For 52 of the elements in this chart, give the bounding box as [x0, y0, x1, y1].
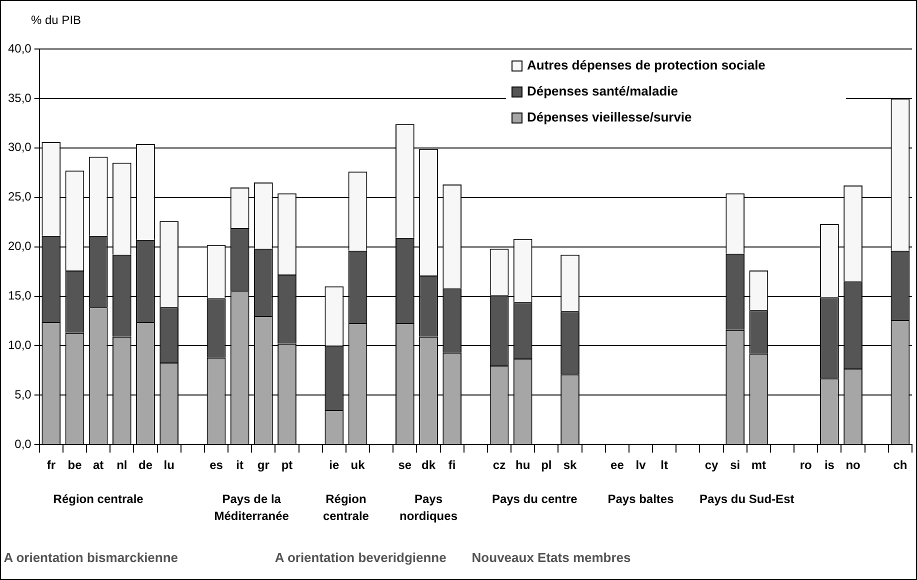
y-tick-label: 10,0 [8, 338, 32, 352]
text: Pays du Sud-Est [698, 491, 796, 508]
x-tick-label: ie [329, 458, 340, 472]
x-tick-label: cz [492, 458, 506, 472]
x-tick-label: fi [448, 458, 456, 472]
x-tick-label: si [730, 458, 740, 472]
x-tick-label: se [398, 458, 412, 472]
text: A orientation bismarckienne [4, 549, 180, 566]
x-tick-label: ch [893, 458, 908, 472]
y-tick-label: 5,0 [14, 387, 32, 402]
y-tick-label: 0,0 [14, 436, 32, 451]
text: Pays nordiques [398, 491, 458, 525]
x-tick-label: de [138, 458, 153, 472]
text: Pays baltes [606, 491, 675, 508]
y-tick-label: 35,0 [8, 90, 32, 105]
x-tick-label: es [210, 458, 224, 472]
x-tick-label: at [92, 458, 104, 472]
y-tick-label: 30,0 [8, 140, 32, 154]
legend-label: Dépenses santé/maladie [527, 84, 678, 99]
x-tick-label: pl [541, 458, 552, 472]
y-tick-label: 15,0 [8, 288, 32, 303]
x-tick-label: no [846, 458, 860, 472]
x-tick-label: lv [636, 458, 646, 472]
text: Région centrale [322, 491, 370, 525]
text: A orientation beveridgienne [274, 550, 446, 565]
x-tick-label: sk [563, 458, 578, 472]
x-tick-label: be [68, 458, 82, 472]
x-tick-label: lu [164, 458, 174, 472]
x-tick-label: hu [516, 458, 530, 472]
text: Pays de la Méditerranée [213, 491, 290, 525]
y-tick-label: 20,0 [8, 239, 32, 254]
text: Nouveaux Etats membres [472, 549, 632, 566]
text: Pays du centre [490, 491, 578, 508]
y-axis-title: % du PIB [31, 13, 82, 27]
x-tick-label: cy [704, 458, 719, 472]
text: Région centrale [52, 491, 144, 508]
x-tick-label: fr [46, 458, 56, 472]
x-tick-label: uk [350, 458, 366, 472]
legend-label: Autres dépenses de protection sociale [527, 58, 766, 73]
x-tick-label: ro [800, 458, 812, 472]
y-tick-label: 40,0 [8, 41, 32, 56]
x-tick-label: dk [422, 458, 436, 472]
x-tick-label: gr [257, 458, 270, 472]
x-tick-label: it [236, 458, 244, 472]
x-tick-label: is [824, 458, 835, 472]
legend-label: Dépenses vieillesse/survie [527, 110, 692, 125]
x-tick-label: lt [660, 458, 668, 472]
x-tick-label: ee [610, 458, 624, 472]
x-tick-label: mt [751, 458, 766, 472]
x-tick-label: pt [281, 458, 293, 472]
x-tick-label: nl [116, 458, 128, 472]
y-tick-label: 25,0 [8, 190, 32, 204]
